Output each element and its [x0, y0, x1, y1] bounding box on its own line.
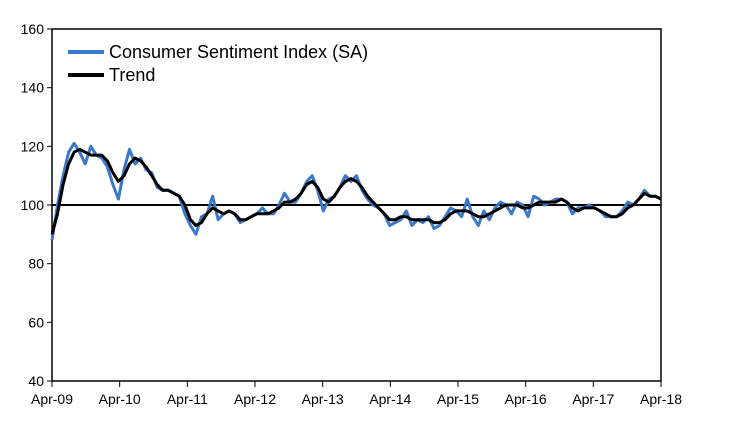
y-tick-label: 80: [28, 256, 44, 272]
x-axis: Apr-09 Apr-10 Apr-11 Apr-12 Apr-13 Apr-14 Apr-…: [31, 381, 682, 407]
x-tick-label: Apr-13: [302, 391, 344, 407]
series-line-trend: [50, 147, 662, 235]
legend-label-sentiment: Consumer Sentiment Index (SA): [109, 42, 368, 62]
legend-label-trend: Trend: [109, 65, 155, 85]
x-tick-label: Apr-18: [640, 391, 682, 407]
y-tick-label: 160: [21, 21, 45, 37]
x-tick-label: Apr-10: [99, 391, 141, 407]
x-tick-label: Apr-11: [167, 391, 208, 407]
x-tick-label: Apr-15: [437, 391, 479, 407]
series-layer: [50, 141, 662, 241]
y-tick-label: 40: [28, 373, 44, 389]
x-tick-label: Apr-09: [31, 391, 73, 407]
y-tick-label: 60: [28, 314, 44, 330]
x-tick-label: Apr-17: [572, 391, 614, 407]
y-axis: 40 60 80 100 120 140 160: [21, 21, 52, 389]
y-tick-label: 140: [21, 80, 45, 96]
y-tick-label: 100: [21, 197, 45, 213]
x-tick-label: Apr-12: [234, 391, 276, 407]
x-tick-label: Apr-14: [369, 391, 411, 407]
legend: Consumer Sentiment Index (SA) Trend: [68, 42, 368, 85]
y-tick-label: 120: [21, 138, 45, 154]
x-tick-label: Apr-16: [505, 391, 547, 407]
